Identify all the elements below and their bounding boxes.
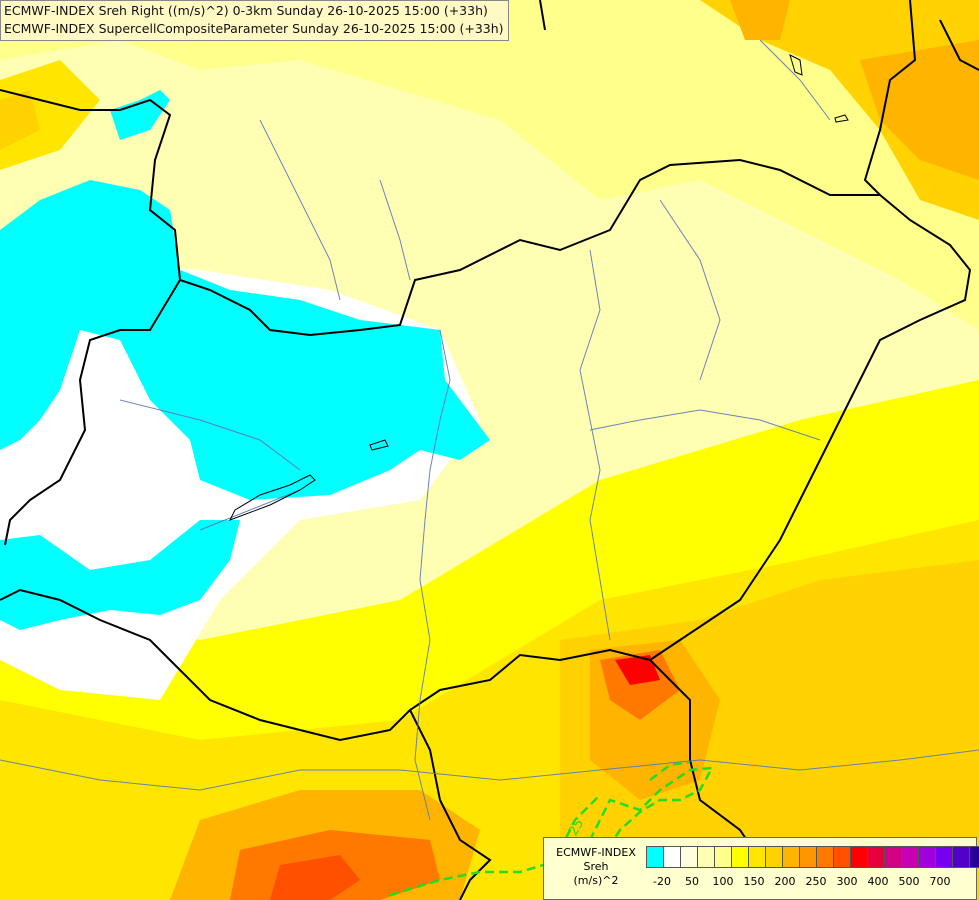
- legend-swatch: [697, 846, 715, 868]
- legend-label: 500: [898, 875, 920, 888]
- legend-swatch: [748, 846, 766, 868]
- legend-label: 250: [805, 875, 827, 888]
- legend-title-param: Sreh: [583, 860, 609, 873]
- legend-swatch: [901, 846, 919, 868]
- legend-swatch: [714, 846, 732, 868]
- legend-swatch: [969, 846, 979, 868]
- legend-label: 200: [774, 875, 796, 888]
- legend-swatch: [765, 846, 783, 868]
- legend-swatch: [782, 846, 800, 868]
- legend-label: -20: [653, 875, 671, 888]
- legend-swatch: [833, 846, 851, 868]
- legend-title-model: ECMWF-INDEX: [556, 846, 636, 859]
- header-line-2: ECMWF-INDEX SupercellCompositeParameter …: [4, 21, 504, 36]
- legend-label: 150: [743, 875, 765, 888]
- legend-swatch: [935, 846, 953, 868]
- legend-title-unit: (m/s)^2: [573, 874, 619, 887]
- legend-label: 300: [836, 875, 858, 888]
- legend-swatch: [731, 846, 749, 868]
- legend-swatch: [918, 846, 936, 868]
- legend-label: 400: [867, 875, 889, 888]
- legend-label: 100: [712, 875, 734, 888]
- legend-swatch: [850, 846, 868, 868]
- legend-swatch: [952, 846, 970, 868]
- legend-swatch: [867, 846, 885, 868]
- color-legend: ECMWF-INDEX Sreh (m/s)^2 -20 50 100 150 200 2…: [543, 837, 979, 900]
- legend-swatch: [663, 846, 681, 868]
- legend-swatch: [680, 846, 698, 868]
- legend-labels: -20 50 100 150 200 250 300 400 500 700: [644, 875, 974, 889]
- legend-swatches: [646, 846, 979, 868]
- legend-swatch: [646, 846, 664, 868]
- map-header: ECMWF-INDEX Sreh Right ((m/s)^2) 0-3km S…: [0, 0, 509, 41]
- header-line-1: ECMWF-INDEX Sreh Right ((m/s)^2) 0-3km S…: [4, 3, 488, 18]
- legend-swatch: [884, 846, 902, 868]
- legend-swatch: [816, 846, 834, 868]
- legend-label: 50: [685, 875, 699, 888]
- legend-swatch: [799, 846, 817, 868]
- legend-label: 700: [929, 875, 951, 888]
- legend-title: ECMWF-INDEX Sreh (m/s)^2: [550, 846, 642, 888]
